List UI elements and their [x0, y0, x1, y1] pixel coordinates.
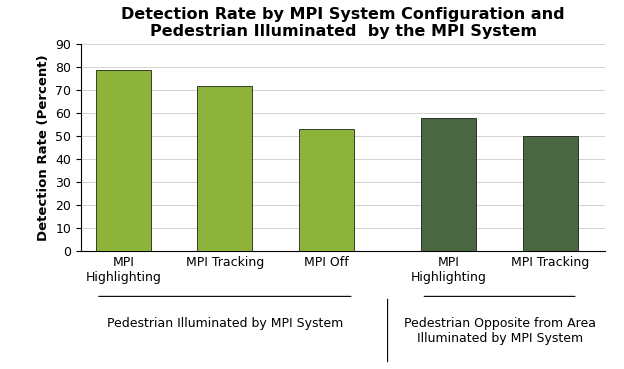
- Bar: [523, 136, 578, 251]
- Text: Pedestrian Illuminated by MPI System: Pedestrian Illuminated by MPI System: [107, 317, 343, 330]
- Y-axis label: Detection Rate (Percent): Detection Rate (Percent): [37, 54, 50, 241]
- Title: Detection Rate by MPI System Configuration and
Pedestrian Illuminated  by the MP: Detection Rate by MPI System Configurati…: [122, 7, 565, 39]
- Bar: [197, 86, 252, 251]
- Bar: [299, 129, 354, 251]
- Text: Pedestrian Opposite from Area
Illuminated by MPI System: Pedestrian Opposite from Area Illuminate…: [404, 317, 595, 345]
- Bar: [421, 118, 476, 251]
- Bar: [96, 69, 151, 251]
